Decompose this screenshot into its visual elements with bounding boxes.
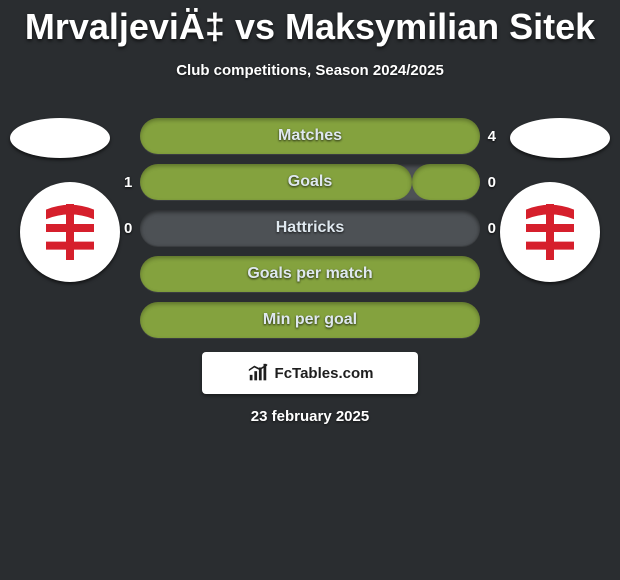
club-logo-right-icon: [510, 192, 590, 272]
club-logo-left-icon: [30, 192, 110, 272]
chart-icon: [247, 362, 269, 384]
stat-label: Goals per match: [140, 256, 480, 292]
branding-text: FcTables.com: [275, 365, 374, 382]
stat-row-matches: Matches 4: [140, 118, 480, 154]
stat-value-left: 1: [124, 164, 132, 200]
stat-row-hattricks: Hattricks 0 0: [140, 210, 480, 246]
page-subtitle: Club competitions, Season 2024/2025: [0, 62, 620, 79]
stat-row-goals-per-match: Goals per match: [140, 256, 480, 292]
player-avatar-right: [510, 118, 610, 158]
stat-row-goals: Goals 1 0: [140, 164, 480, 200]
stat-value-right: 0: [488, 164, 496, 200]
stat-value-right: 4: [488, 118, 496, 154]
branding-box: FcTables.com: [202, 352, 418, 394]
stats-panel: Matches 4 Goals 1 0 Hattricks 0 0 Goals …: [140, 118, 480, 348]
club-badge-left: [20, 182, 120, 282]
stat-value-left: 0: [124, 210, 132, 246]
date-label: 23 february 2025: [0, 408, 620, 425]
player-avatar-left: [10, 118, 110, 158]
stat-row-min-per-goal: Min per goal: [140, 302, 480, 338]
stat-value-right: 0: [488, 210, 496, 246]
club-badge-right: [500, 182, 600, 282]
stat-label: Goals: [140, 164, 480, 200]
stat-label: Hattricks: [140, 210, 480, 246]
stat-label: Matches: [140, 118, 480, 154]
stat-label: Min per goal: [140, 302, 480, 338]
page-title: MrvaljeviÄ‡ vs Maksymilian Sitek: [0, 0, 620, 48]
